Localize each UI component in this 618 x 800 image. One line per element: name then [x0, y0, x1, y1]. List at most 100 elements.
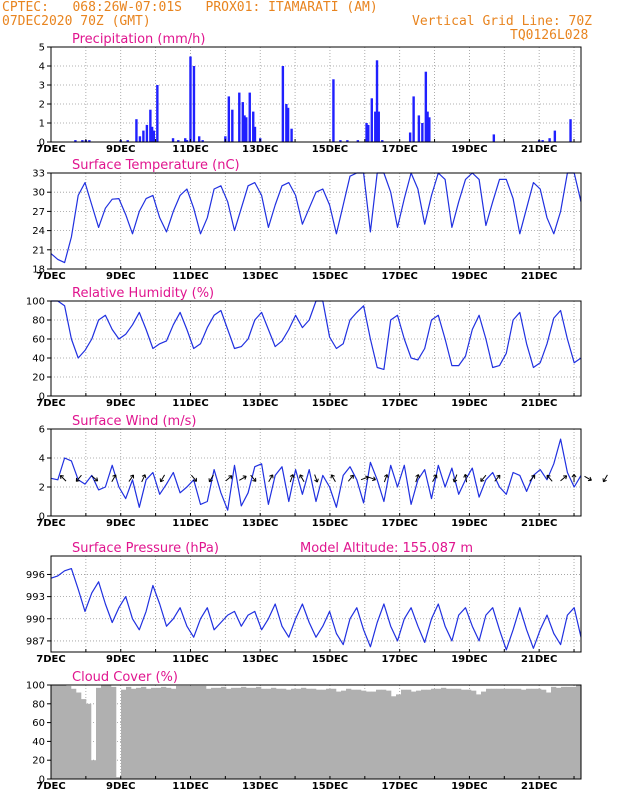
y-tick-label: 21 — [32, 245, 45, 256]
cloud-bar — [441, 687, 447, 779]
x-tick-label: 9DEC — [106, 144, 135, 155]
y-tick-label: 993 — [26, 592, 45, 603]
cloud-bar — [91, 760, 97, 779]
y-tick-label: 24 — [32, 226, 45, 237]
precip-bar — [252, 111, 255, 142]
wind-arrow-head — [144, 474, 147, 479]
wind-arrow-shaft — [453, 474, 458, 483]
wind-arrow-head — [299, 474, 304, 477]
precip-bar — [426, 111, 429, 142]
y-tick-label: 60 — [32, 335, 45, 346]
y-tick-label: 60 — [32, 718, 45, 729]
y-tick-label: 4 — [39, 62, 45, 73]
wind-arrow-shaft — [383, 474, 388, 483]
wind-arrow-head — [244, 476, 247, 480]
wind-arrow — [546, 474, 553, 482]
precip-bar — [243, 115, 246, 142]
precip-bar — [377, 111, 380, 142]
cloud-bar — [391, 696, 397, 779]
wind-arrow-head — [349, 474, 354, 477]
wind-arrow — [494, 474, 501, 482]
cloud-bar — [551, 686, 557, 779]
wind-arrow-head — [433, 474, 437, 477]
cloud-bar — [541, 689, 547, 779]
panel-frame — [50, 300, 582, 397]
cloud-bar — [351, 689, 357, 779]
wind-arrow-head — [589, 476, 592, 481]
cloud-bar — [531, 688, 537, 779]
precip-bar — [408, 132, 412, 142]
x-tick-label: 11DEC — [172, 654, 208, 665]
y-tick-label: 3 — [39, 81, 45, 92]
x-tick-label: 7DEC — [36, 271, 65, 282]
wind-arrow-head — [314, 479, 318, 483]
wind-arrow-head — [573, 474, 577, 478]
cloud-bar — [66, 685, 72, 779]
cloud-bar — [481, 691, 487, 779]
precip-bar — [81, 140, 84, 142]
precip-bar — [424, 71, 428, 142]
precip-bar — [370, 98, 373, 142]
y-tick-label: 2 — [39, 100, 45, 111]
wind-arrow — [463, 474, 469, 483]
wind-arrow-head — [463, 474, 466, 478]
wind-arrow-shaft — [560, 475, 567, 482]
header-grid-line: Vertical Grid Line: 70Z — [412, 14, 593, 29]
x-tick-label: 21DEC — [521, 144, 557, 155]
panel-frame — [50, 46, 582, 143]
cloud-bar — [211, 687, 217, 779]
wind-arrow-shaft — [191, 474, 197, 482]
x-tick-label: 15DEC — [312, 654, 348, 665]
wind-arrow-head — [76, 480, 80, 482]
y-tick-label: 996 — [26, 570, 45, 581]
precip-bar — [332, 79, 335, 142]
cloud-bar — [366, 691, 372, 779]
cloud-bar — [126, 686, 132, 779]
cloud-bar — [556, 687, 562, 779]
precip-bar — [227, 96, 231, 142]
panel-2: 0 20 40 60 80 100 7DEC 9DEC 11DEC 13DEC 15DEC 17DEC… — [26, 286, 582, 409]
wind-arrow — [268, 474, 274, 483]
x-tick-label: 9DEC — [106, 654, 135, 665]
precip-bar — [150, 126, 154, 142]
cloud-bar — [216, 687, 222, 779]
wind-arrow-head — [130, 474, 134, 477]
wind-arrow-head — [292, 474, 295, 479]
wind-arrow-head — [209, 479, 213, 483]
cloud-bar — [81, 699, 87, 779]
cloud-bar — [496, 688, 502, 779]
precip-bar — [346, 140, 349, 142]
cloud-bar — [436, 688, 442, 779]
precip-bar — [381, 140, 384, 142]
wind-arrow — [432, 474, 438, 483]
cloud-bar — [56, 685, 62, 779]
x-tick-label: 17DEC — [381, 398, 417, 409]
y-tick-label: 80 — [32, 316, 45, 327]
wind-arrow-shaft — [415, 474, 419, 483]
x-tick-label: 7DEC — [36, 781, 65, 792]
precip-bar — [281, 66, 285, 142]
y-tick-label: 27 — [32, 207, 45, 218]
precip-bar — [248, 92, 251, 142]
wind-arrow — [367, 476, 376, 482]
x-tick-label: 13DEC — [242, 781, 278, 792]
x-tick-label: 9DEC — [106, 398, 135, 409]
wind-arrow-shaft — [111, 474, 117, 483]
y-tick-label: 0 — [39, 138, 45, 149]
cloud-bar — [426, 689, 432, 779]
x-tick-label: 19DEC — [451, 518, 487, 529]
panel-title: Surface Wind (m/s) — [72, 414, 196, 429]
wind-arrow — [225, 475, 233, 482]
precip-bar — [192, 66, 196, 142]
cloud-bar — [206, 688, 212, 779]
wind-arrow-head — [373, 476, 376, 480]
cloud-bar — [316, 689, 322, 779]
x-tick-label: 13DEC — [242, 518, 278, 529]
y-tick-label: 1 — [39, 119, 45, 130]
cloud-bar — [361, 690, 367, 779]
precip-bar — [339, 140, 342, 142]
x-tick-label: 17DEC — [381, 144, 417, 155]
y-tick-label: 4 — [39, 454, 45, 465]
wind-arrow-shaft — [289, 474, 294, 483]
cloud-bar — [321, 689, 327, 779]
